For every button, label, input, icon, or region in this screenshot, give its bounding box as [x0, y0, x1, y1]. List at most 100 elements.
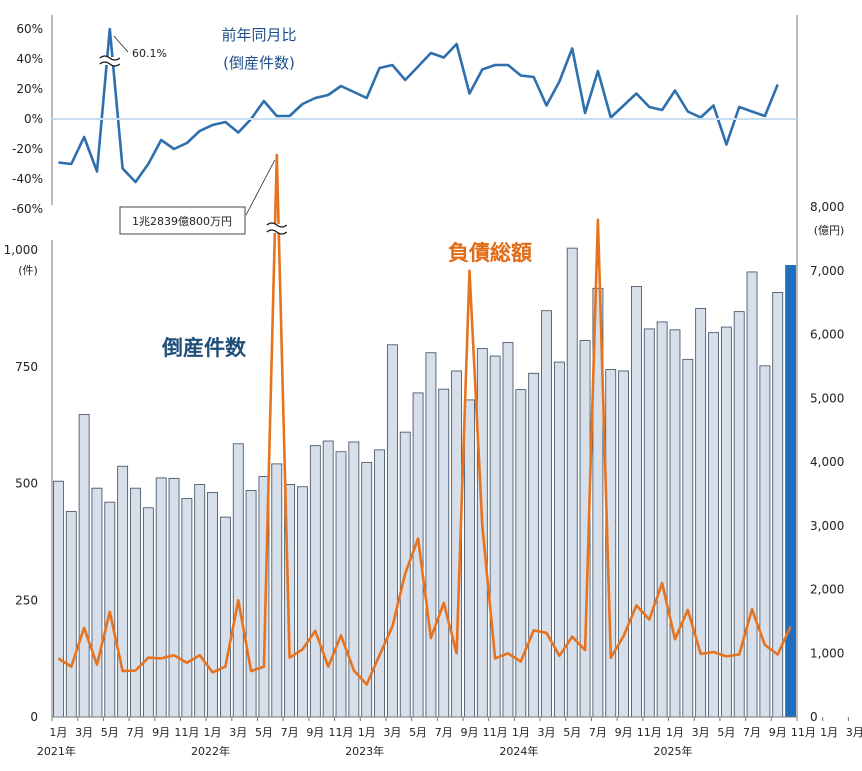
debt-line [57, 153, 792, 686]
bankruptcy-bars [53, 247, 796, 718]
x-tick-label: 9月 [615, 726, 633, 739]
bar [322, 440, 334, 718]
bar [746, 271, 758, 718]
debt-annotation-leader [245, 159, 276, 216]
bar [566, 247, 578, 718]
bar [117, 465, 129, 718]
x-tick-label: 9月 [769, 726, 787, 739]
debt-break-gap [266, 224, 287, 233]
x-tick-label: 1月 [512, 726, 530, 739]
x-tick-label: 5月 [409, 726, 427, 739]
bar [91, 487, 103, 718]
yoy-peak-annotation: 60.1% [132, 47, 167, 60]
bar [168, 477, 180, 718]
axes: 02505007501,000-60%-40%-20%0%20%40%60%01… [4, 15, 862, 758]
debt-tick-label: 2,000 [810, 583, 844, 597]
yoy-line-group [58, 27, 779, 184]
bar [181, 498, 193, 718]
right-axis-unit: (億円) [814, 224, 845, 237]
yoy-title: 前年同月比 [221, 26, 296, 44]
debt-tick-label: 8,000 [810, 200, 844, 214]
bar [386, 344, 398, 718]
bar [489, 355, 501, 718]
bar [335, 451, 347, 718]
bar [104, 501, 116, 718]
year-label: 2023年 [345, 744, 384, 758]
bar [425, 352, 437, 718]
bar [297, 486, 308, 718]
bar [412, 392, 424, 718]
bar [53, 480, 64, 718]
x-tick-label: 3月 [229, 726, 247, 739]
x-tick-label: 9月 [306, 726, 324, 739]
debt-peak-annotation: 1兆2839億800万円 [132, 215, 232, 228]
yoy-subtitle: (倒産件数) [223, 54, 295, 72]
bar [464, 399, 475, 718]
bar [438, 388, 450, 718]
x-tick-label: 1月 [358, 726, 376, 739]
bar [207, 491, 218, 718]
debt-line-group [57, 153, 792, 686]
x-tick-label: 5月 [255, 726, 273, 739]
bar [669, 329, 681, 718]
x-tick-label: 11月 [329, 726, 354, 739]
bar [232, 443, 244, 718]
year-label: 2021年 [37, 744, 76, 758]
bar [194, 484, 206, 718]
x-tick-label: 3月 [846, 726, 862, 739]
bar [695, 307, 707, 718]
bankruptcy-count-label: 倒産件数 [161, 336, 247, 360]
debt-annotation-box [119, 206, 246, 235]
bar [245, 490, 257, 718]
bar [656, 321, 668, 718]
bar [155, 477, 167, 718]
x-tick-label: 7月 [435, 726, 453, 739]
x-tick-label: 1月 [666, 726, 684, 739]
debt-tick-label: 4,000 [810, 455, 844, 469]
bar [130, 487, 141, 718]
x-tick-label: 11月 [483, 726, 508, 739]
bar [759, 365, 771, 718]
bar [553, 361, 565, 718]
year-label: 2025年 [653, 744, 692, 758]
bar [374, 449, 385, 718]
x-tick-label: 1月 [820, 726, 838, 739]
x-tick-label: 5月 [717, 726, 735, 739]
yoy-break-mark [99, 55, 121, 67]
x-tick-label: 3月 [692, 726, 710, 739]
debt-break-mark [266, 222, 288, 235]
debt-tick-label: 6,000 [810, 328, 844, 342]
bar [643, 328, 655, 718]
bar [271, 463, 283, 718]
debt-tick-label: 5,000 [810, 391, 844, 405]
x-tick-label: 7月 [126, 726, 144, 739]
count-tick-label: 1,000 [4, 243, 38, 257]
debt-tick-label: 7,000 [810, 264, 844, 278]
yoy-tick-label: -40% [12, 172, 43, 186]
count-tick-label: 750 [15, 360, 38, 374]
x-tick-label: 11月 [637, 726, 662, 739]
bar-highlight [785, 265, 796, 718]
x-tick-label: 7月 [589, 726, 607, 739]
x-tick-label: 11月 [174, 726, 199, 739]
x-tick-label: 11月 [791, 726, 816, 739]
x-tick-label: 3月 [75, 726, 93, 739]
yoy-tick-label: 60% [16, 22, 43, 36]
x-tick-label: 9月 [152, 726, 170, 739]
bar [682, 358, 694, 718]
left-axis-unit: (件) [18, 264, 38, 277]
bar [142, 507, 154, 718]
debt-tick-label: 3,000 [810, 519, 844, 533]
bar [309, 445, 321, 718]
bar [502, 342, 514, 718]
count-tick-label: 0 [30, 710, 38, 724]
bar [720, 326, 732, 718]
bar [65, 511, 77, 718]
bar [541, 310, 552, 718]
count-tick-label: 500 [15, 477, 38, 491]
debt-tick-label: 0 [810, 710, 818, 724]
bar [219, 516, 231, 718]
yoy-line [58, 27, 779, 184]
yoy-break-gap [99, 57, 120, 65]
